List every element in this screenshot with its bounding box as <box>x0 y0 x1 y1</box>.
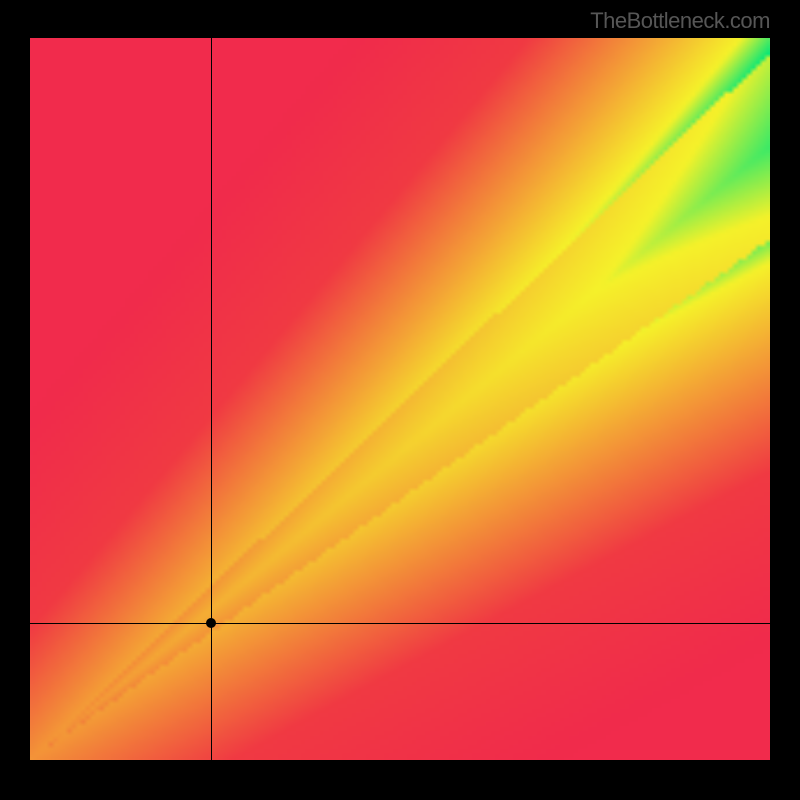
bottleneck-heatmap-plot <box>30 38 770 760</box>
marker-point <box>206 618 216 628</box>
heatmap-canvas <box>30 38 770 760</box>
watermark-text: TheBottleneck.com <box>590 8 770 34</box>
crosshair-horizontal <box>30 623 770 624</box>
crosshair-vertical <box>211 38 212 760</box>
